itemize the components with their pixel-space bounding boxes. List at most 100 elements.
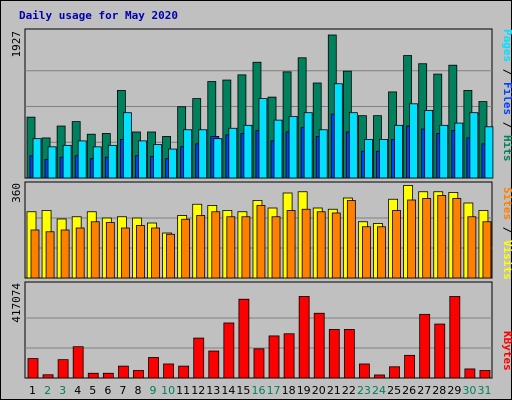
sites-bar [120,227,130,279]
x-tick-label: 9 [150,384,157,397]
x-tick-label: 30 [462,384,476,397]
sites-bar [166,233,175,279]
kbytes-bar [343,329,355,379]
kbytes-bar [253,348,265,379]
kbytes-panel-legend: KBytes [501,331,512,371]
x-tick-label: 26 [402,384,416,397]
x-tick-label: 14 [221,384,235,397]
sites-bar [316,211,326,279]
pages-bar [454,122,464,179]
x-tick-label: 13 [206,384,220,397]
sites-bar [226,216,236,279]
kbytes-bar [223,322,235,379]
pages-bar [333,83,343,179]
pages-bar [273,119,283,179]
kbytes-bar [27,358,39,379]
x-tick-label: 21 [327,384,341,397]
kbytes-bar [238,298,250,379]
sites-bar [286,210,296,279]
kbytes-bar [283,333,295,379]
kbytes-bar [374,374,385,379]
kbytes-bar [117,365,129,379]
hits-panel-max-label: 1927 [10,31,23,58]
pages-bar [348,112,358,179]
kbytes-bar [193,337,205,379]
x-tick-label: 22 [342,384,356,397]
pages-bar [469,112,479,179]
sites-bar [437,195,447,279]
x-tick-label: 15 [236,384,250,397]
pages-bar [439,124,449,179]
kbytes-bar [404,354,416,379]
visits-panel-max-label: 360 [10,183,23,203]
x-tick-label: 27 [417,384,431,397]
x-tick-label: 1 [29,384,36,397]
kbytes-bar [434,323,446,379]
x-tick-label: 25 [387,384,401,397]
sites-bar [181,218,191,279]
sites-bar [45,231,55,279]
kbytes-panel-max-label: 417074 [10,283,23,323]
x-tick-label: 6 [104,384,111,397]
x-tick-label: 11 [176,384,190,397]
pages-bar [424,110,434,179]
pages-bar [258,98,268,179]
pages-bar [107,144,117,179]
kbytes-bar [42,374,54,379]
x-tick-label: 28 [432,384,446,397]
kbytes-bar [163,363,174,379]
chart-title: Daily usage for May 2020 [19,9,178,22]
legend-files: Files [501,82,512,115]
x-tick-label: 3 [59,384,66,397]
legend-visits: Visits [501,240,512,280]
x-tick-label: 16 [252,384,266,397]
sites-bar [60,229,70,279]
sites-bar [346,200,356,279]
legend-sep: / [501,115,512,135]
x-tick-label: 10 [161,384,175,397]
pages-bar [243,124,253,179]
pages-bar [318,129,328,179]
legend-sep: / [501,62,512,82]
pages-bar [183,129,193,179]
kbytes-bar [328,329,340,379]
sites-bar [422,198,432,279]
legend-hits: Hits [501,135,512,162]
kbytes-bar [208,350,220,379]
kbytes-bar [133,370,144,379]
pages-bar [409,103,419,179]
sites-bar [256,205,266,279]
legend-sep: / [501,220,512,240]
legend-sites: Sites [501,187,512,220]
x-tick-label: 8 [134,384,141,397]
pages-bar [77,140,87,179]
pages-bar [153,144,162,179]
sites-bar [75,227,85,279]
sites-bar [392,210,401,279]
kbytes-bar [178,365,190,379]
kbytes-bar [449,296,461,379]
x-tick-label: 23 [357,384,371,397]
pages-bar [379,139,388,179]
sites-bar [151,227,160,279]
kbytes-bar [479,370,491,379]
sites-bar [271,216,281,279]
pages-bar [198,129,208,179]
x-tick-label: 20 [312,384,326,397]
sites-bar [105,222,115,279]
x-tick-label: 5 [89,384,96,397]
kbytes-bar [87,372,99,379]
x-tick-label: 31 [477,384,491,397]
pages-bar [484,126,494,179]
x-tick-label: 12 [191,384,205,397]
sites-bar [467,216,477,279]
sites-bar [30,229,40,279]
sites-bar [482,221,492,279]
kbytes-bar [313,312,325,379]
sites-bar [211,211,221,279]
pages-bar [228,127,238,179]
pages-bar [168,148,177,179]
pages-bar [394,124,403,179]
